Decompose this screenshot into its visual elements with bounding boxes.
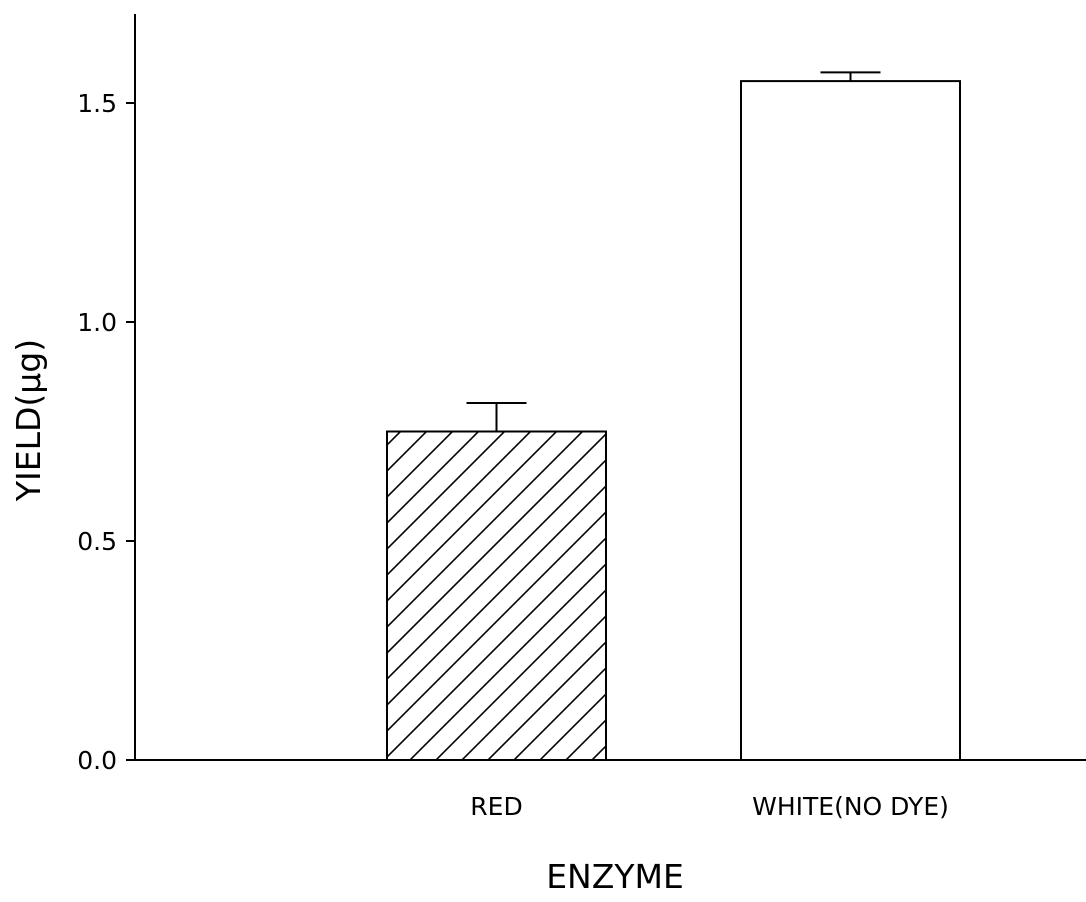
y-axis-title: YIELD(μg) [9,339,48,502]
y-tick-label: 1.5 [77,89,117,118]
bar [386,430,607,761]
y-tick-label: 0.5 [77,527,117,556]
x-tick-label: WHITE(NO DYE) [752,792,949,821]
x-tick-label: RED [470,792,522,821]
labels-layer: ENZYME YIELD(μg) RED WHITE(NO DYE) 0.0 0.5 1… [9,89,949,896]
x-axis-title: ENZYME [546,857,684,896]
bars-layer [386,71,961,762]
y-tick-label: 0.0 [77,746,117,775]
axes-layer [126,14,1086,761]
bar [740,80,961,762]
y-tick-label: 1.0 [77,308,117,337]
